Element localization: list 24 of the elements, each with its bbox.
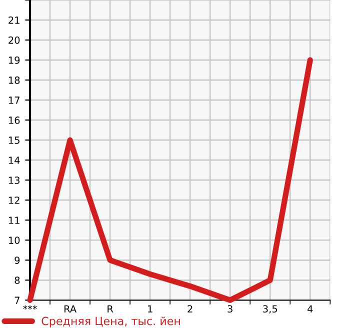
legend-label: Средняя Цена, тыс. йен <box>42 316 180 328</box>
y-tick-label: 11 <box>8 216 20 224</box>
y-tick-label: 9 <box>14 256 20 264</box>
y-tick-label: 15 <box>8 136 20 144</box>
x-tick-label: 4 <box>308 305 313 312</box>
y-tick-label: 21 <box>8 16 20 24</box>
y-tick-label: 13 <box>8 176 20 184</box>
y-tick-label: 12 <box>8 196 20 204</box>
x-tick-label: 3,5 <box>263 305 278 314</box>
y-tick-label: 10 <box>8 236 20 244</box>
y-tick-label: 8 <box>14 276 20 284</box>
x-tick-label: RA <box>64 305 76 312</box>
y-tick-label: 18 <box>8 76 20 84</box>
x-tick-label: 1 <box>148 305 152 312</box>
x-tick-label: 2 <box>188 305 192 312</box>
y-tick-label: 17 <box>8 96 20 104</box>
y-tick-label: 20 <box>8 36 20 44</box>
x-tick-label: R <box>108 305 114 312</box>
y-tick-label: 16 <box>8 116 20 124</box>
y-tick-label: 7 <box>14 296 20 304</box>
x-tick-label: *** <box>23 305 38 310</box>
x-tick-label: 3 <box>228 305 232 313</box>
y-tick-label: 19 <box>8 56 20 64</box>
y-tick-label: 14 <box>8 156 20 164</box>
